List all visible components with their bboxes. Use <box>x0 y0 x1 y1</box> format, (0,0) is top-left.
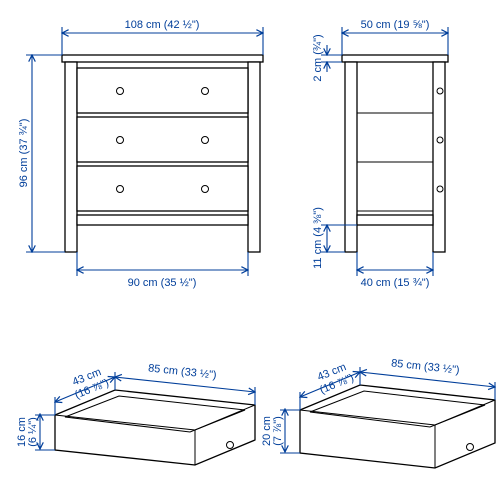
svg-text:(7 ⅞"): (7 ⅞") <box>272 416 284 446</box>
svg-text:96 cm (37 ¾"): 96 cm (37 ¾") <box>18 119 30 188</box>
svg-text:90 cm (35 ½"): 90 cm (35 ½") <box>128 277 197 289</box>
svg-text:11 cm (4 ⅜"): 11 cm (4 ⅜") <box>312 207 324 269</box>
dresser-front-view: 108 cm (42 ½") 96 cm (37 ¾") 90 cm (35 ½… <box>18 19 263 289</box>
svg-text:(6 ¼"): (6 ¼") <box>27 417 39 447</box>
drawer-large-view: 85 cm (33 ½") 43 cm (16 ⅞") 20 cm (7 ⅞") <box>261 357 495 468</box>
dresser-side-view: 50 cm (19 ⅝") 2 cm (¾") 11 cm (4 ⅜") 40 … <box>312 19 448 289</box>
svg-text:108 cm (42 ½"): 108 cm (42 ½") <box>125 19 200 31</box>
svg-text:85 cm (33 ½"): 85 cm (33 ½") <box>148 362 218 381</box>
svg-text:40 cm (15 ¾"): 40 cm (15 ¾") <box>361 277 430 289</box>
svg-text:50 cm (19 ⅝"): 50 cm (19 ⅝") <box>361 19 430 31</box>
svg-text:2 cm (¾"): 2 cm (¾") <box>312 34 324 81</box>
drawer-small-view: 85 cm (33 ½") 43 cm (16 ⅞") 16 cm (6 ¼") <box>16 362 255 465</box>
dimension-diagram: 108 cm (42 ½") 96 cm (37 ¾") 90 cm (35 ½… <box>0 0 500 500</box>
svg-text:85 cm (33 ½"): 85 cm (33 ½") <box>391 357 461 376</box>
